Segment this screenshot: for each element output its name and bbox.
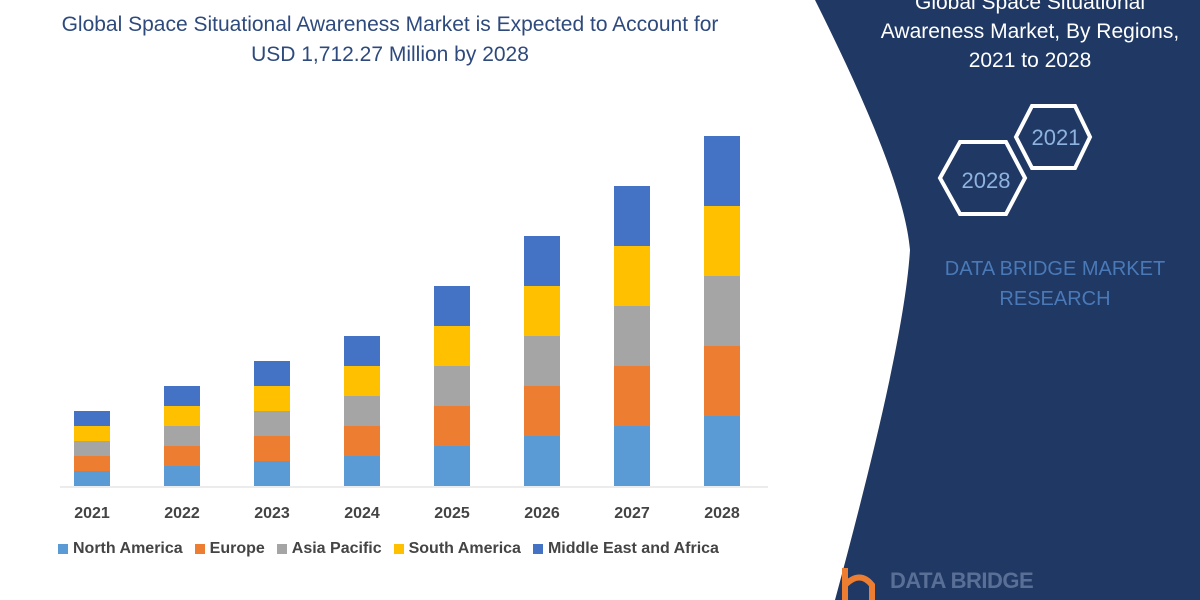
bar-segment-2025-2	[434, 366, 470, 406]
bar-segment-2024-4	[344, 336, 380, 366]
bar-segment-2027-4	[614, 186, 650, 246]
legend-item: Asia Pacific	[276, 540, 382, 558]
bar-segment-2027-1	[614, 366, 650, 426]
bar-segment-2023-2	[254, 411, 290, 436]
hex-2028-label: 2028	[962, 168, 1011, 193]
legend-swatch	[276, 544, 287, 554]
brand-line: DATA BRIDGE MARKET	[944, 258, 1166, 280]
hexagon-2028-icon	[937, 140, 1028, 216]
bar-segment-2026-4	[524, 236, 560, 286]
bar-segment-2025-1	[434, 406, 470, 446]
navy-panel	[815, 0, 1200, 600]
chart-title: Global Space Situational Awareness Marke…	[61, 13, 719, 66]
bar-segment-2023-3	[254, 386, 290, 411]
x-tick-label: 2022	[164, 505, 200, 522]
legend-swatch	[194, 544, 205, 554]
bar-segment-2028-3	[704, 206, 740, 276]
x-tick-label: 2028	[704, 505, 740, 522]
bar-segment-2027-2	[614, 306, 650, 366]
legend-label: Middle East and Africa	[547, 540, 719, 557]
x-tick-label: 2023	[254, 505, 290, 522]
bar-segment-2024-2	[344, 396, 380, 426]
logo-icon	[842, 568, 875, 600]
bar-segment-2023-0	[254, 461, 290, 486]
legend-item: North America	[58, 540, 183, 558]
panel-title-line: Awareness Market, By Regions,	[880, 20, 1180, 43]
bar-segment-2024-1	[344, 426, 380, 456]
logo-text: DATA BRIDGE	[890, 568, 1034, 593]
hex-2021-label: 2021	[1032, 125, 1081, 150]
bar-segment-2023-4	[254, 361, 290, 386]
legend-label: South America	[408, 540, 521, 557]
bar-segment-2021-4	[74, 411, 110, 426]
panel-title-line: 2021 to 2028	[968, 49, 1092, 72]
bar-segment-2024-3	[344, 366, 380, 396]
legend-item: Middle East and Africa	[532, 540, 719, 558]
bar-segment-2024-0	[344, 456, 380, 486]
bar-segment-2026-0	[524, 436, 560, 486]
bar-segment-2027-0	[614, 426, 650, 486]
bar-segment-2021-2	[74, 441, 110, 456]
x-tick-label: 2025	[434, 505, 470, 522]
legend: North America Europe Asia Pacific South …	[58, 540, 719, 558]
bar-segment-2022-1	[164, 446, 200, 466]
bar-segment-2028-0	[704, 416, 740, 486]
bar-segment-2022-3	[164, 406, 200, 426]
bar-segment-2025-4	[434, 286, 470, 326]
legend-item: South America	[393, 540, 521, 558]
bar-segment-2028-1	[704, 346, 740, 416]
legend-swatch	[532, 544, 543, 554]
legend-label: North America	[73, 540, 183, 557]
panel-title: Global Space Situational Awareness Marke…	[860, 0, 1200, 75]
bar-segment-2021-0	[74, 471, 110, 486]
bar-segment-2025-0	[434, 446, 470, 486]
bar-segment-2021-1	[74, 456, 110, 471]
bar-segment-2022-0	[164, 466, 200, 486]
bar-segment-2021-3	[74, 426, 110, 441]
x-tick-label: 2024	[344, 505, 380, 522]
bar-segment-2023-1	[254, 436, 290, 461]
legend-item: Europe	[194, 540, 265, 558]
bar-segment-2027-3	[614, 246, 650, 306]
bar-segment-2028-2	[704, 276, 740, 346]
bar-segment-2022-2	[164, 426, 200, 446]
legend-label: Europe	[209, 540, 265, 557]
bar-segment-2025-3	[434, 326, 470, 366]
brand-line: RESEARCH	[999, 288, 1111, 310]
hexagon-icons	[937, 104, 1093, 216]
legend-label: Asia Pacific	[291, 540, 382, 557]
bar-segment-2026-2	[524, 336, 560, 386]
bar-segment-2026-3	[524, 286, 560, 336]
legend-swatch	[393, 544, 404, 554]
bar-segment-2028-4	[704, 136, 740, 206]
bar-segment-2022-4	[164, 386, 200, 406]
x-tick-label: 2021	[74, 505, 110, 522]
panel-title-line: Global Space Situational	[915, 0, 1145, 14]
legend-swatch	[58, 544, 68, 554]
brand-text: DATA BRIDGE MARKET RESEARCH	[920, 254, 1190, 314]
x-tick-label: 2027	[614, 505, 650, 522]
x-tick-label: 2026	[524, 505, 560, 522]
bar-segment-2026-1	[524, 386, 560, 436]
hexagon-2021-icon	[1013, 104, 1093, 170]
